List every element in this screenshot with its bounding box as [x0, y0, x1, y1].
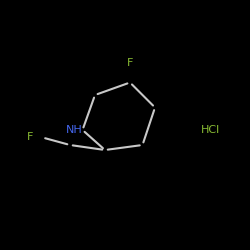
- Text: HCl: HCl: [200, 125, 220, 135]
- Text: NH: NH: [66, 125, 82, 135]
- Text: F: F: [127, 58, 133, 68]
- Text: F: F: [27, 132, 33, 142]
